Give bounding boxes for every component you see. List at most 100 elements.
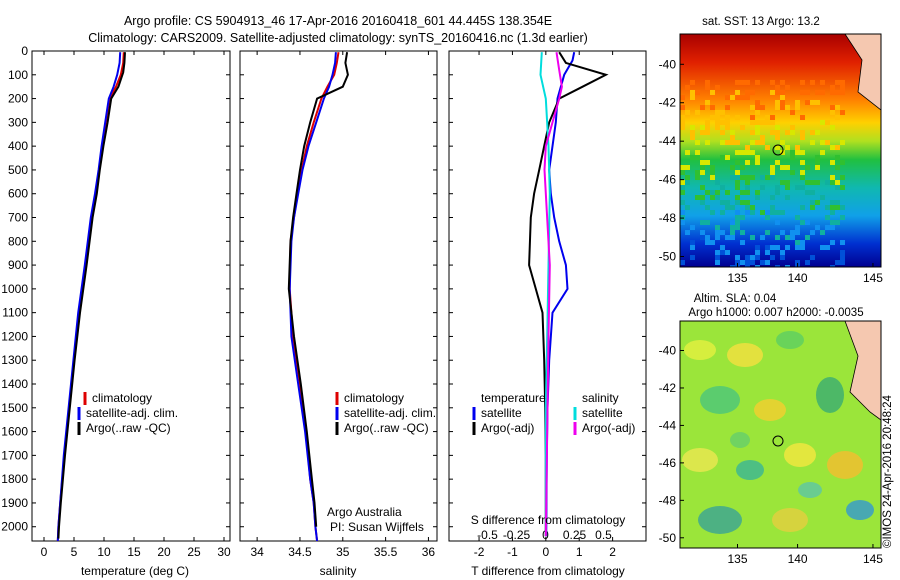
sst-pixel <box>785 85 790 90</box>
sst-pixel <box>765 230 770 235</box>
sst-pixel <box>770 90 775 95</box>
sst-pixel <box>735 170 740 175</box>
sst-pixel <box>830 110 835 115</box>
sst-pixel <box>700 125 705 130</box>
sst-pixel <box>775 145 780 150</box>
sst-pixel <box>685 150 690 155</box>
sla-title-1: Altim. SLA: 0.04 <box>694 293 777 305</box>
sst-pixel <box>700 170 705 175</box>
sst-pixel <box>745 255 750 260</box>
sst-pixel <box>695 140 700 145</box>
sst-pixel <box>700 235 705 240</box>
sst-pixel <box>785 145 790 150</box>
sst-pixel <box>835 200 840 205</box>
sst-pixel <box>800 245 805 250</box>
sst-pixel <box>830 90 835 95</box>
sst-pixel <box>775 235 780 240</box>
sst-pixel <box>750 175 755 180</box>
sst-pixel <box>840 255 845 260</box>
sst-pixel <box>680 115 685 120</box>
sst-pixel <box>835 145 840 150</box>
sst-map-title: sat. SST: 13 Argo: 13.2 <box>702 16 820 28</box>
top-axis-label: S difference from climatology <box>471 513 626 527</box>
x-tick-label: 5 <box>71 545 78 559</box>
sst-pixel <box>705 190 710 195</box>
y-tick-label: 800 <box>8 234 28 248</box>
series-line-3 <box>57 52 126 539</box>
sst-pixel <box>740 125 745 130</box>
sst-pixel <box>795 215 800 220</box>
sst-pixel <box>700 195 705 200</box>
sst-pixel <box>770 175 775 180</box>
sst-pixel <box>715 180 720 185</box>
sst-pixel <box>715 115 720 120</box>
sla-anomaly-blob <box>727 343 763 367</box>
sst-pixel <box>700 165 705 170</box>
sst-pixel <box>775 90 780 95</box>
sst-pixel <box>765 215 770 220</box>
sst-pixel <box>755 140 760 145</box>
difference-xlabel: T difference from climatology <box>471 564 625 578</box>
sst-pixel <box>780 180 785 185</box>
legend-sal-argo: Argo(-adj) <box>582 421 635 435</box>
sst-pixel <box>770 120 775 125</box>
sst-pixel <box>760 175 765 180</box>
sst-pixel <box>840 205 845 210</box>
sst-pixel <box>700 185 705 190</box>
sst-pixel <box>835 165 840 170</box>
y-tick-label: 700 <box>8 211 28 225</box>
sst-pixel <box>840 160 845 165</box>
sla-map <box>680 321 881 548</box>
sst-pixel <box>745 205 750 210</box>
sst-pixel <box>775 125 780 130</box>
sst-pixel <box>725 200 730 205</box>
salinity-xlabel: salinity <box>320 564 357 578</box>
sst-pixel <box>800 160 805 165</box>
map-y-tick-label: -42 <box>659 381 677 395</box>
sst-pixel <box>800 135 805 140</box>
sst-pixel <box>740 95 745 100</box>
sst-pixel <box>745 210 750 215</box>
legend-temp-satellite: satellite <box>481 406 522 420</box>
sst-pixel <box>835 180 840 185</box>
sst-pixel <box>680 260 685 265</box>
sst-pixel <box>690 80 695 85</box>
sst-pixel <box>690 125 695 130</box>
sst-pixel <box>760 105 765 110</box>
y-tick-label: 1400 <box>1 377 28 391</box>
legend-climatology-sal: climatology <box>344 391 404 405</box>
sst-pixel <box>775 135 780 140</box>
sst-pixel <box>700 200 705 205</box>
sst-pixel <box>755 80 760 85</box>
sst-pixel <box>735 95 740 100</box>
y-tick-label: 500 <box>8 163 28 177</box>
sst-pixel <box>725 95 730 100</box>
sst-pixel <box>795 230 800 235</box>
sst-pixel <box>770 205 775 210</box>
sst-pixel <box>705 125 710 130</box>
sst-pixel <box>685 205 690 210</box>
sst-pixel <box>715 125 720 130</box>
sst-pixel <box>840 175 845 180</box>
salinity-legend: climatology satellite-adj. clim. Argo(..… <box>335 391 436 435</box>
sst-pixel <box>830 205 835 210</box>
sst-pixel <box>690 255 695 260</box>
sst-pixel <box>825 180 830 185</box>
x-tick-label: 35 <box>336 545 350 559</box>
sst-pixel <box>680 95 685 100</box>
x-tick-label: 1 <box>576 545 583 559</box>
sst-pixel <box>765 260 770 265</box>
sst-pixel <box>740 175 745 180</box>
argo-location-marker-sla <box>772 435 784 447</box>
sst-pixel <box>810 255 815 260</box>
sla-anomaly-blob <box>730 432 750 448</box>
x-tick-label: 35.5 <box>374 545 398 559</box>
sla-anomaly-blob <box>846 500 874 520</box>
sst-pixel <box>680 190 685 195</box>
sst-pixel <box>710 240 715 245</box>
sst-pixel <box>695 110 700 115</box>
sst-pixel <box>775 190 780 195</box>
map-y-tick-label: -48 <box>659 493 677 507</box>
y-tick-label: 1900 <box>1 496 28 510</box>
top-tick-label: 0.5 <box>595 528 612 542</box>
